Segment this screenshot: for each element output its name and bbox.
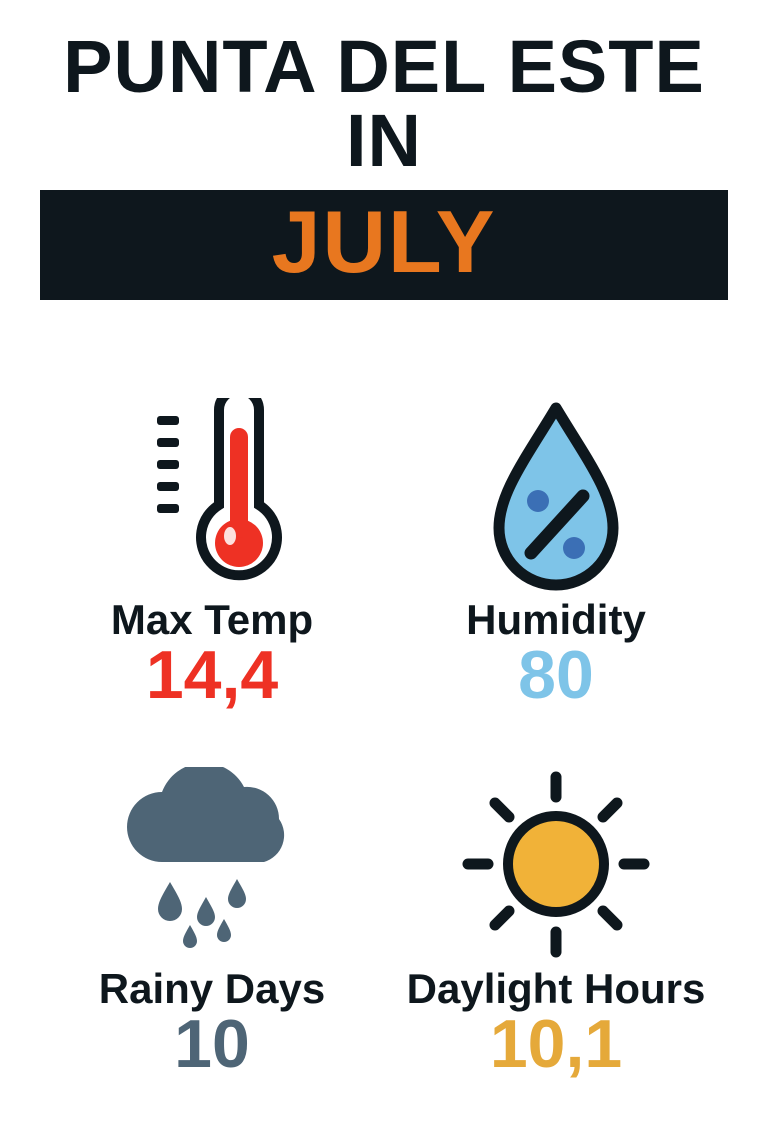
- humidity-icon: [471, 395, 641, 595]
- card-daylight: Daylight Hours 10,1: [394, 764, 718, 1078]
- sun-icon: [451, 764, 661, 964]
- card-humidity: Humidity 80: [394, 395, 718, 709]
- label-daylight: Daylight Hours: [407, 968, 706, 1010]
- card-rainy-days: Rainy Days 10: [50, 764, 374, 1078]
- title-month: JULY: [40, 198, 728, 286]
- label-rainy-days: Rainy Days: [99, 968, 325, 1010]
- title-bar: JULY: [40, 190, 728, 300]
- label-humidity: Humidity: [466, 599, 646, 641]
- card-max-temp: Max Temp 14,4: [50, 395, 374, 709]
- value-rainy-days: 10: [174, 1010, 250, 1078]
- rain-cloud-icon: [102, 764, 322, 964]
- label-max-temp: Max Temp: [111, 599, 313, 641]
- value-max-temp: 14,4: [146, 641, 278, 709]
- thermometer-icon: [127, 395, 297, 595]
- value-humidity: 80: [518, 641, 594, 709]
- metrics-grid: Max Temp 14,4 Humidity 80: [50, 395, 718, 1078]
- value-daylight: 10,1: [490, 1010, 622, 1078]
- title-line1: PUNTA DEL ESTE IN: [50, 30, 718, 178]
